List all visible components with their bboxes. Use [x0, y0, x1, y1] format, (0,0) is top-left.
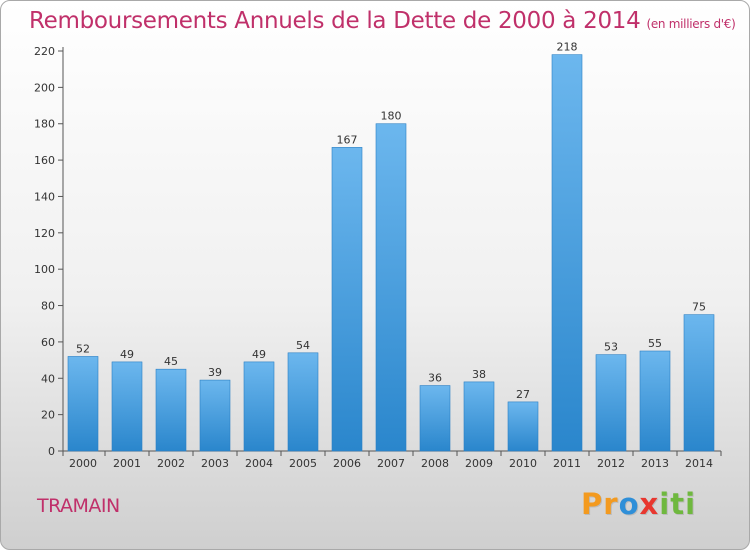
chart-subtitle: (en milliers d'€) [646, 17, 736, 31]
data-labels-group: 52 49 45 39 49 54 167 180 36 38 27 218 53 55 75 [76, 41, 706, 401]
data-label: 218 [557, 41, 578, 54]
data-label: 49 [252, 348, 266, 361]
bar-2004 [243, 361, 275, 452]
x-tick-label: 2002 [157, 457, 185, 470]
bar-2013 [639, 350, 671, 452]
bar-2003 [199, 379, 231, 452]
chart-title-text: Remboursements Annuels de la Dette de 20… [29, 8, 641, 34]
y-tick-label: 120 [34, 227, 55, 240]
data-label: 53 [604, 341, 618, 354]
bar-2014 [683, 314, 715, 452]
x-tick-label: 2000 [69, 457, 97, 470]
logo-letter: i [685, 487, 697, 521]
bar-2002 [155, 368, 187, 452]
bar-2008 [419, 385, 451, 452]
bar-2011 [551, 54, 583, 452]
data-label: 167 [337, 133, 358, 146]
logo-letter: i [659, 487, 671, 521]
x-tick-label: 2013 [641, 457, 669, 470]
data-label: 52 [76, 342, 90, 355]
data-label: 36 [428, 372, 442, 385]
data-label: 27 [516, 388, 530, 401]
bar-2009 [463, 381, 495, 452]
data-label: 180 [381, 110, 402, 123]
x-tick-label: 2007 [377, 457, 405, 470]
y-tick-label: 40 [41, 372, 55, 385]
y-tick-label: 160 [34, 154, 55, 167]
data-label: 45 [164, 355, 178, 368]
x-tick-label: 2011 [553, 457, 581, 470]
y-tick-label: 20 [41, 409, 55, 422]
x-tick-label: 2010 [509, 457, 537, 470]
x-axis: 2000 2001 2002 2003 2004 2005 2006 2007 2008 2009… [62, 450, 722, 470]
x-tick-label: 2006 [333, 457, 361, 470]
chart-title: Remboursements Annuels de la Dette de 20… [29, 8, 736, 34]
logo-letter: x [639, 487, 660, 521]
x-tick-label: 2014 [685, 457, 713, 470]
y-tick-label: 140 [34, 190, 55, 203]
x-tick-label: 2009 [465, 457, 493, 470]
bar-2000 [67, 356, 99, 452]
bar-2006 [331, 147, 363, 452]
bars-group [67, 54, 715, 452]
x-tick-label: 2008 [421, 457, 449, 470]
commune-name: TRAMAIN [37, 495, 120, 517]
data-label: 38 [472, 368, 486, 381]
x-tick-label: 2005 [289, 457, 317, 470]
logo-letter: r [603, 487, 619, 521]
proxiti-logo[interactable]: Proxiti [581, 487, 696, 521]
y-tick-label: 0 [48, 445, 55, 458]
data-label: 39 [208, 366, 222, 379]
data-label: 55 [648, 337, 662, 350]
logo-letter: t [670, 487, 686, 521]
y-tick-label: 200 [34, 81, 55, 94]
data-label: 75 [692, 301, 706, 314]
bar-2012 [595, 354, 627, 452]
y-tick-label: 220 [34, 45, 55, 58]
y-tick-label: 60 [41, 336, 55, 349]
data-label: 49 [120, 348, 134, 361]
y-tick-label: 100 [34, 263, 55, 276]
y-tick-label: 80 [41, 300, 55, 313]
bar-2001 [111, 361, 143, 452]
logo-letter: P [581, 487, 604, 521]
bar-2005 [287, 352, 319, 452]
logo-letter: o [618, 487, 640, 521]
y-tick-label: 180 [34, 118, 55, 131]
bar-2010 [507, 401, 539, 452]
x-tick-label: 2001 [113, 457, 141, 470]
bar-2007 [375, 123, 407, 452]
x-tick-label: 2012 [597, 457, 625, 470]
x-tick-label: 2004 [245, 457, 273, 470]
data-label: 54 [296, 339, 310, 352]
x-tick-label: 2003 [201, 457, 229, 470]
y-axis: 0 20 40 60 80 100 120 140 160 180 200 220 [34, 45, 64, 458]
